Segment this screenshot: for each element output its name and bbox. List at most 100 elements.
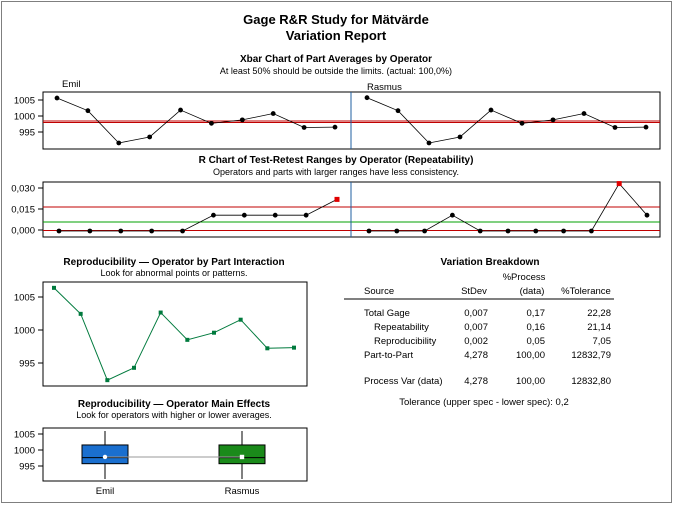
breakdown-cell-source: Process Var (data): [364, 376, 443, 387]
rchart-point: [211, 212, 216, 218]
xbar-point: [147, 134, 153, 140]
xbar-point: [612, 125, 618, 130]
breakdown-cell-stdev: 4,278: [464, 376, 488, 387]
rchart-point: [422, 228, 427, 234]
rchart-point: [56, 228, 62, 234]
rchart-point: [149, 228, 155, 234]
xbar-point: [395, 108, 401, 114]
main-effects-box-emil: [81, 444, 129, 465]
rchart-flagged-point: [616, 181, 622, 187]
xbar-point: [301, 125, 307, 130]
main-effects-ytick-label: 995: [19, 462, 35, 473]
main-effects-boxes: [81, 431, 266, 479]
interaction-point: [265, 346, 270, 351]
xbar-point: [270, 111, 276, 116]
breakdown-row-part-to-part: Part-to-Part 4,278 100,00 12832,79: [364, 350, 611, 361]
xbar-point: [364, 95, 370, 101]
xbar-point: [239, 117, 245, 123]
interaction-point: [238, 317, 243, 322]
rchart-point: [533, 228, 539, 234]
breakdown-col-stdev: StDev: [461, 286, 487, 297]
rchart-point: [589, 228, 594, 234]
rchart-point: [303, 212, 309, 218]
breakdown-cell-stdev: 4,278: [464, 350, 488, 361]
breakdown-cell-process: 0,17: [527, 308, 546, 319]
breakdown-col-process-top: %Process: [503, 272, 546, 283]
breakdown-cell-stdev: 0,007: [464, 308, 488, 319]
breakdown-col-source: Source: [364, 286, 394, 297]
breakdown-col-tolerance: %Tolerance: [561, 286, 611, 297]
main-effects-ytick-label: 1005: [14, 430, 35, 441]
interaction-plot-frame: [42, 281, 308, 387]
xbar-operator-label-emil: Emil: [62, 79, 80, 90]
xbar-point: [457, 134, 463, 140]
xbar-point: [209, 120, 214, 126]
rchart-point: [450, 212, 455, 218]
rchart-point: [366, 228, 372, 234]
interaction-point: [185, 337, 190, 342]
breakdown-cell-process: 100,00: [516, 350, 545, 361]
breakdown-cell-tolerance: 21,14: [587, 322, 611, 333]
breakdown-cell-tolerance: 12832,80: [571, 376, 611, 387]
interaction-ytick-label: 1000: [14, 326, 35, 337]
interaction-point: [212, 330, 216, 335]
xbar-point: [550, 117, 556, 123]
main-effects-box-rasmus: [218, 444, 266, 465]
breakdown-cell-source: Total Gage: [364, 308, 410, 319]
breakdown-cell-source: Reproducibility: [374, 336, 437, 347]
interaction-line: [53, 287, 295, 381]
breakdown-cell-source: Repeatability: [374, 322, 429, 333]
xbar-point: [581, 111, 587, 116]
xbar-point: [85, 108, 91, 114]
breakdown-row-process-var: Process Var (data) 4,278 100,00 12832,80: [364, 376, 611, 387]
main-effects-xlabel-emil: Emil: [96, 486, 114, 497]
xbar-point: [116, 140, 122, 146]
rchart-point: [180, 228, 185, 234]
xbar-chart: Xbar Chart of Part Averages by Operator …: [14, 54, 661, 150]
rchart-heading: R Chart of Test-Retest Ranges by Operato…: [199, 155, 474, 166]
interaction-series: [52, 285, 296, 383]
main-effects-xlabel-rasmus: Rasmus: [225, 486, 260, 497]
main-effects-mean-point: [102, 454, 108, 460]
xbar-ytick-label: 1005: [14, 96, 35, 107]
r-chart: R Chart of Test-Retest Ranges by Operato…: [11, 155, 661, 238]
rchart-point: [477, 228, 483, 234]
breakdown-row-reproducibility: Reproducibility 0,002 0,05 7,05: [374, 336, 611, 347]
interaction-point: [52, 285, 56, 290]
rchart-point: [644, 212, 650, 218]
report-title: Gage R&R Study for Mätvärde: [243, 12, 429, 27]
xbar-line-rasmus: [366, 97, 647, 144]
rchart-ytick-label: 0,000: [11, 226, 35, 237]
xbar-point: [178, 107, 183, 113]
rchart-point: [561, 228, 566, 234]
main-effects-heading: Reproducibility — Operator Main Effects: [78, 399, 271, 410]
breakdown-cell-stdev: 0,002: [464, 336, 488, 347]
rchart-note: Operators and parts with larger ranges h…: [213, 167, 459, 177]
breakdown-cell-process: 0,05: [527, 336, 546, 347]
rchart-point: [87, 228, 93, 234]
breakdown-row-total-gage: Total Gage 0,007 0,17 22,28: [364, 308, 611, 319]
xbar-operator-label-rasmus: Rasmus: [367, 82, 402, 93]
interaction-point: [158, 310, 163, 315]
breakdown-footnote: Tolerance (upper spec - lower spec): 0,2: [399, 397, 569, 408]
xbar-point: [643, 124, 649, 130]
breakdown-cell-source: Part-to-Part: [364, 350, 413, 361]
breakdown-cell-stdev: 0,007: [464, 322, 488, 333]
xbar-point: [426, 140, 432, 146]
breakdown-cell-tolerance: 22,28: [587, 308, 611, 319]
interaction-point: [132, 365, 136, 370]
rchart-point: [505, 228, 511, 234]
xbar-heading: Xbar Chart of Part Averages by Operator: [240, 54, 432, 65]
interaction-ytick-label: 995: [19, 359, 35, 370]
breakdown-cell-tolerance: 12832,79: [571, 350, 611, 361]
breakdown-cell-process: 0,16: [527, 322, 546, 333]
report-subtitle: Variation Report: [286, 28, 387, 43]
rchart-line-emil: [59, 199, 338, 232]
main-effects-chart: Reproducibility — Operator Main Effects …: [14, 399, 308, 497]
rchart-point: [272, 212, 278, 218]
xbar-ytick-label: 1000: [14, 112, 35, 123]
breakdown-cell-tolerance: 7,05: [593, 336, 612, 347]
breakdown-col-process-bottom: (data): [520, 286, 545, 297]
